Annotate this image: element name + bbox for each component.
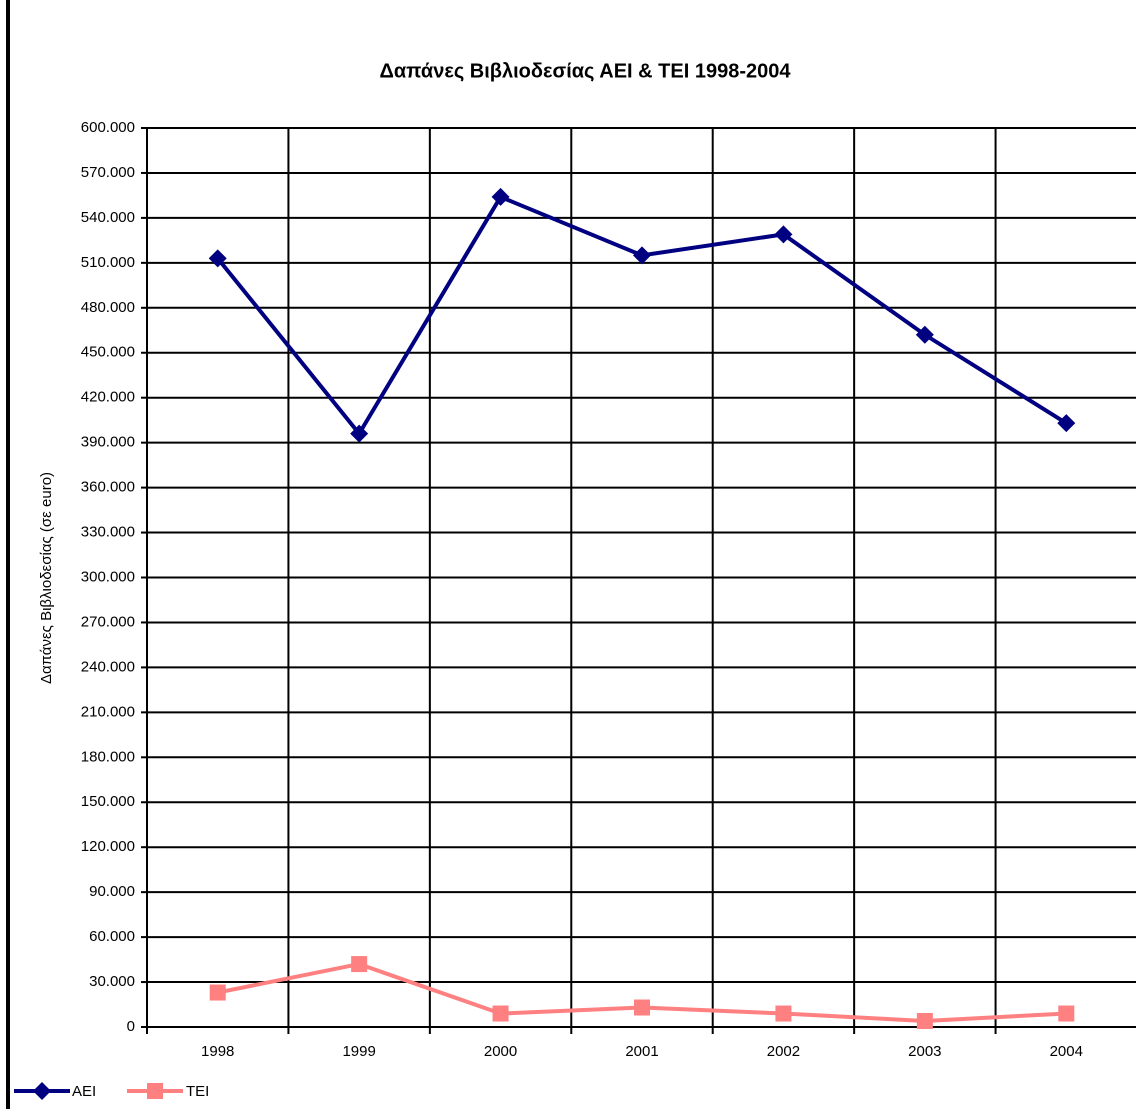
marker xyxy=(33,1082,51,1100)
marker xyxy=(147,1083,163,1099)
y-tick-label: 270.000 xyxy=(81,613,135,630)
y-tick-label: 300.000 xyxy=(81,568,135,585)
marker xyxy=(350,424,369,443)
marker xyxy=(774,225,793,244)
marker xyxy=(209,984,226,1001)
y-tick-label: 450.000 xyxy=(81,344,135,361)
y-tick-label: 0 xyxy=(127,1018,135,1035)
chart-title: Δαπάνες Βιβλιοδεσίας ΑΕΙ & ΤΕΙ 1998-2004 xyxy=(380,60,792,82)
y-tick-label: 210.000 xyxy=(81,703,135,720)
y-tick-label: 510.000 xyxy=(81,254,135,271)
marker xyxy=(775,1005,792,1022)
y-tick-label: 90.000 xyxy=(89,883,135,900)
y-tick-label: 390.000 xyxy=(81,434,135,451)
y-tick-label: 120.000 xyxy=(81,838,135,855)
y-tick-label: 180.000 xyxy=(81,748,135,765)
marker xyxy=(491,187,510,206)
y-tick-label: 600.000 xyxy=(81,119,135,136)
marker xyxy=(1058,1005,1075,1022)
marker xyxy=(915,325,934,344)
marker xyxy=(916,1013,933,1030)
x-tick-label: 2000 xyxy=(484,1043,517,1060)
y-tick-label: 480.000 xyxy=(81,299,135,316)
y-tick-label: 30.000 xyxy=(89,973,135,990)
marker xyxy=(351,956,368,973)
x-tick-label: 1998 xyxy=(201,1043,234,1060)
x-tick-label: 2002 xyxy=(767,1043,800,1060)
x-tick-label: 2001 xyxy=(625,1043,658,1060)
y-tick-label: 570.000 xyxy=(81,164,135,181)
marker xyxy=(208,249,227,268)
legend-label: ΤΕΙ xyxy=(186,1083,209,1100)
y-tick-label: 540.000 xyxy=(81,209,135,226)
y-axis-label: Δαπάνες Βιβλιοδεσίας (σε euro) xyxy=(38,472,55,684)
y-tick-label: 420.000 xyxy=(81,389,135,406)
y-tick-label: 240.000 xyxy=(81,658,135,675)
x-tick-label: 2004 xyxy=(1050,1043,1083,1060)
legend-label: ΑΕΙ xyxy=(72,1083,96,1100)
marker xyxy=(634,999,650,1016)
left-border xyxy=(6,0,10,1109)
y-tick-label: 360.000 xyxy=(81,479,135,496)
marker xyxy=(1057,414,1076,433)
x-tick-label: 1999 xyxy=(342,1043,375,1060)
x-tick-label: 2003 xyxy=(908,1043,941,1060)
marker xyxy=(492,1005,509,1022)
y-tick-label: 330.000 xyxy=(81,524,135,541)
y-tick-label: 60.000 xyxy=(89,928,135,945)
marker xyxy=(633,246,651,265)
y-tick-label: 150.000 xyxy=(81,793,135,810)
